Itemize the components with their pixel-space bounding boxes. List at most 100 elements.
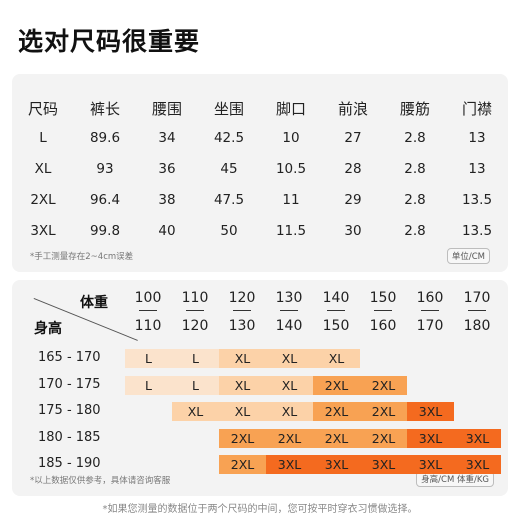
size-cell: 3XL [313,455,360,474]
range-separator [468,310,486,311]
table-cell: 13 [468,129,486,146]
table-cell: 96.4 [89,191,121,208]
size-cell: 3XL [266,455,313,474]
table-cell: XL [34,160,52,177]
size-cell: 3XL [407,455,454,474]
table-cell: 10 [282,129,300,146]
table-cell: 11.5 [275,222,307,239]
size-cell: 3XL [454,428,501,448]
size-cell: 3XL [407,428,454,448]
weight-range-max: 110 [134,318,162,334]
table-cell: 42.5 [213,129,245,146]
size-cell: 2XL [313,402,360,421]
weight-range-min: 100 [134,290,162,306]
table-cell: 2.8 [404,222,426,239]
table-cell: 34 [158,129,176,146]
table-cell: 13 [468,160,486,177]
table-cell: 47.5 [213,191,245,208]
table-cell: 36 [158,160,176,177]
size-cell: XL [266,375,313,395]
table-cell: 2.8 [404,191,426,208]
table-cell: 13.5 [461,222,493,239]
weight-range-min: 140 [322,290,350,306]
size-cell: 2XL [313,428,360,448]
size-cell: XL [219,375,266,395]
weight-range-max: 120 [181,318,209,334]
size-cell: 2XL [360,402,407,421]
reference-note: *以上数据仅供参考，具体请咨询客服 [30,476,171,486]
size-cell: L [125,375,172,395]
size-table: 尺码 裤长 腰围 坐围 脚口 前浪 腰筋 门襟 L 89.6 34 42.5 10 27 2… [12,94,508,246]
size-chart-card: 尺码 裤长 腰围 坐围 脚口 前浪 腰筋 门襟 L 89.6 34 42.5 10 27 2… [12,74,508,272]
table-cell: 3XL [30,222,56,239]
size-cell: 3XL [454,455,501,474]
header-cell: 尺码 [27,99,58,118]
range-separator [327,310,345,311]
range-separator [233,310,251,311]
header-cell: 腰围 [151,99,182,118]
weight-range-min: 130 [275,290,303,306]
weight-range-max: 150 [322,318,350,334]
table-row: 2XL 96.4 38 47.5 11 29 2.8 13.5 [12,184,508,215]
size-cell: XL [266,349,313,368]
header-cell: 裤长 [89,99,120,118]
weight-range-min: 160 [416,290,444,306]
table-row: XL 93 36 45 10.5 28 2.8 13 [12,153,508,184]
table-cell: 11 [282,191,300,208]
weight-range-min: 110 [181,290,209,306]
weight-range-min: 170 [463,290,491,306]
footer-note: *如果您测量的数据位于两个尺码的中间，您可按平时穿衣习惯做选择。 [102,504,418,515]
size-cell: L [125,349,172,368]
size-cell: 2XL [219,428,266,448]
size-cell: XL [172,402,219,421]
size-table-header-row: 尺码 裤长 腰围 坐围 脚口 前浪 腰筋 门襟 [12,94,508,122]
size-cell: 2XL [313,375,360,395]
table-cell: 13.5 [461,191,493,208]
size-cell: 3XL [407,402,454,421]
table-cell: 27 [344,129,362,146]
table-cell: 28 [344,160,362,177]
table-cell: 93 [96,160,114,177]
size-cell: 2XL [219,455,266,474]
header-cell: 坐围 [213,99,244,118]
table-cell: 10.5 [275,160,307,177]
table-cell: 50 [220,222,238,239]
range-separator [421,310,439,311]
measurement-note: *手工测量存在2~4cm误差 [30,252,134,262]
size-recommendation-card: 体重 身高 *以上数据仅供参考，具体请咨询客服 身高/CM 体重/KG 100 1… [12,280,508,496]
table-cell: 30 [344,222,362,239]
size-cell: XL [313,349,360,368]
table-cell: 40 [158,222,176,239]
height-range: 185 - 190 [38,456,101,471]
table-cell: 99.8 [89,222,121,239]
size-cell: L [172,375,219,395]
table-cell: 2.8 [404,160,426,177]
header-cell: 前浪 [337,99,368,118]
height-range: 165 - 170 [38,350,101,365]
range-separator [186,310,204,311]
range-separator [280,310,298,311]
weight-range-max: 170 [416,318,444,334]
height-range: 175 - 180 [38,403,101,418]
size-cell: L [172,349,219,368]
weight-range-min: 150 [369,290,397,306]
weight-range-max: 180 [463,318,491,334]
table-cell: L [39,129,47,146]
page-title: 选对尺码很重要 [18,27,201,56]
weight-axis-label: 体重 [80,295,108,311]
size-cell: 2XL [266,428,313,448]
range-separator [139,310,157,311]
header-cell: 脚口 [275,99,306,118]
table-cell: 2XL [30,191,56,208]
range-separator [374,310,392,311]
size-cell: 3XL [360,455,407,474]
table-cell: 38 [158,191,176,208]
header-cell: 门襟 [461,99,492,118]
table-cell: 45 [220,160,238,177]
height-range: 180 - 185 [38,429,101,445]
unit-badge: 单位/CM [446,248,490,264]
weight-range-min: 120 [228,290,256,306]
weight-range-max: 130 [228,318,256,334]
table-row: 3XL 99.8 40 50 11.5 30 2.8 13.5 [12,215,508,246]
size-cell: XL [266,402,313,421]
